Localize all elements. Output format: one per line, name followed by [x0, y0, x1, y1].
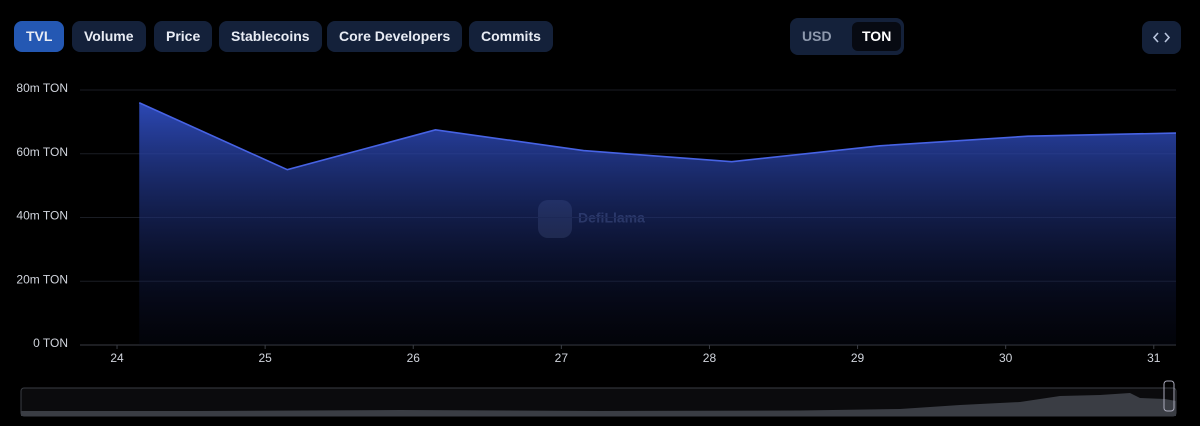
navigator-preview	[21, 393, 1176, 416]
tab[interactable]: TVL	[14, 21, 65, 52]
x-tick-label: 24	[110, 351, 124, 365]
tab[interactable]: Stablecoins	[219, 21, 322, 52]
x-tick-label: 31	[1147, 351, 1161, 365]
x-tick-label: 26	[407, 351, 421, 365]
line	[138, 102, 1177, 171]
navigator-handle[interactable]	[1163, 380, 1175, 412]
y-tick-label: 80m TON	[16, 81, 68, 95]
y-tick-label: 20m TON	[16, 272, 68, 286]
y-tick-label: 60m TON	[16, 145, 68, 159]
x-tick-label: 27	[555, 351, 569, 365]
embed-icon	[1152, 32, 1171, 43]
y-tick-label: 40m TON	[16, 209, 68, 223]
area	[139, 102, 1176, 345]
tab[interactable]: Commits	[469, 21, 553, 52]
tab[interactable]: Core Developers	[327, 21, 463, 52]
x-tick-label: 28	[703, 351, 717, 365]
x-tick-label: 25	[258, 351, 272, 365]
x-tick-label: 29	[851, 351, 865, 365]
embed-button[interactable]	[1142, 21, 1181, 54]
currency-toggle: USD TON	[790, 18, 904, 55]
tab[interactable]: Volume	[72, 21, 146, 52]
tab[interactable]: Price	[154, 21, 213, 52]
x-tick-label: 30	[999, 351, 1013, 365]
currency-option[interactable]: USD	[802, 28, 832, 44]
currency-option[interactable]: TON	[852, 22, 902, 51]
y-tick-label: 0 TON	[33, 336, 68, 350]
